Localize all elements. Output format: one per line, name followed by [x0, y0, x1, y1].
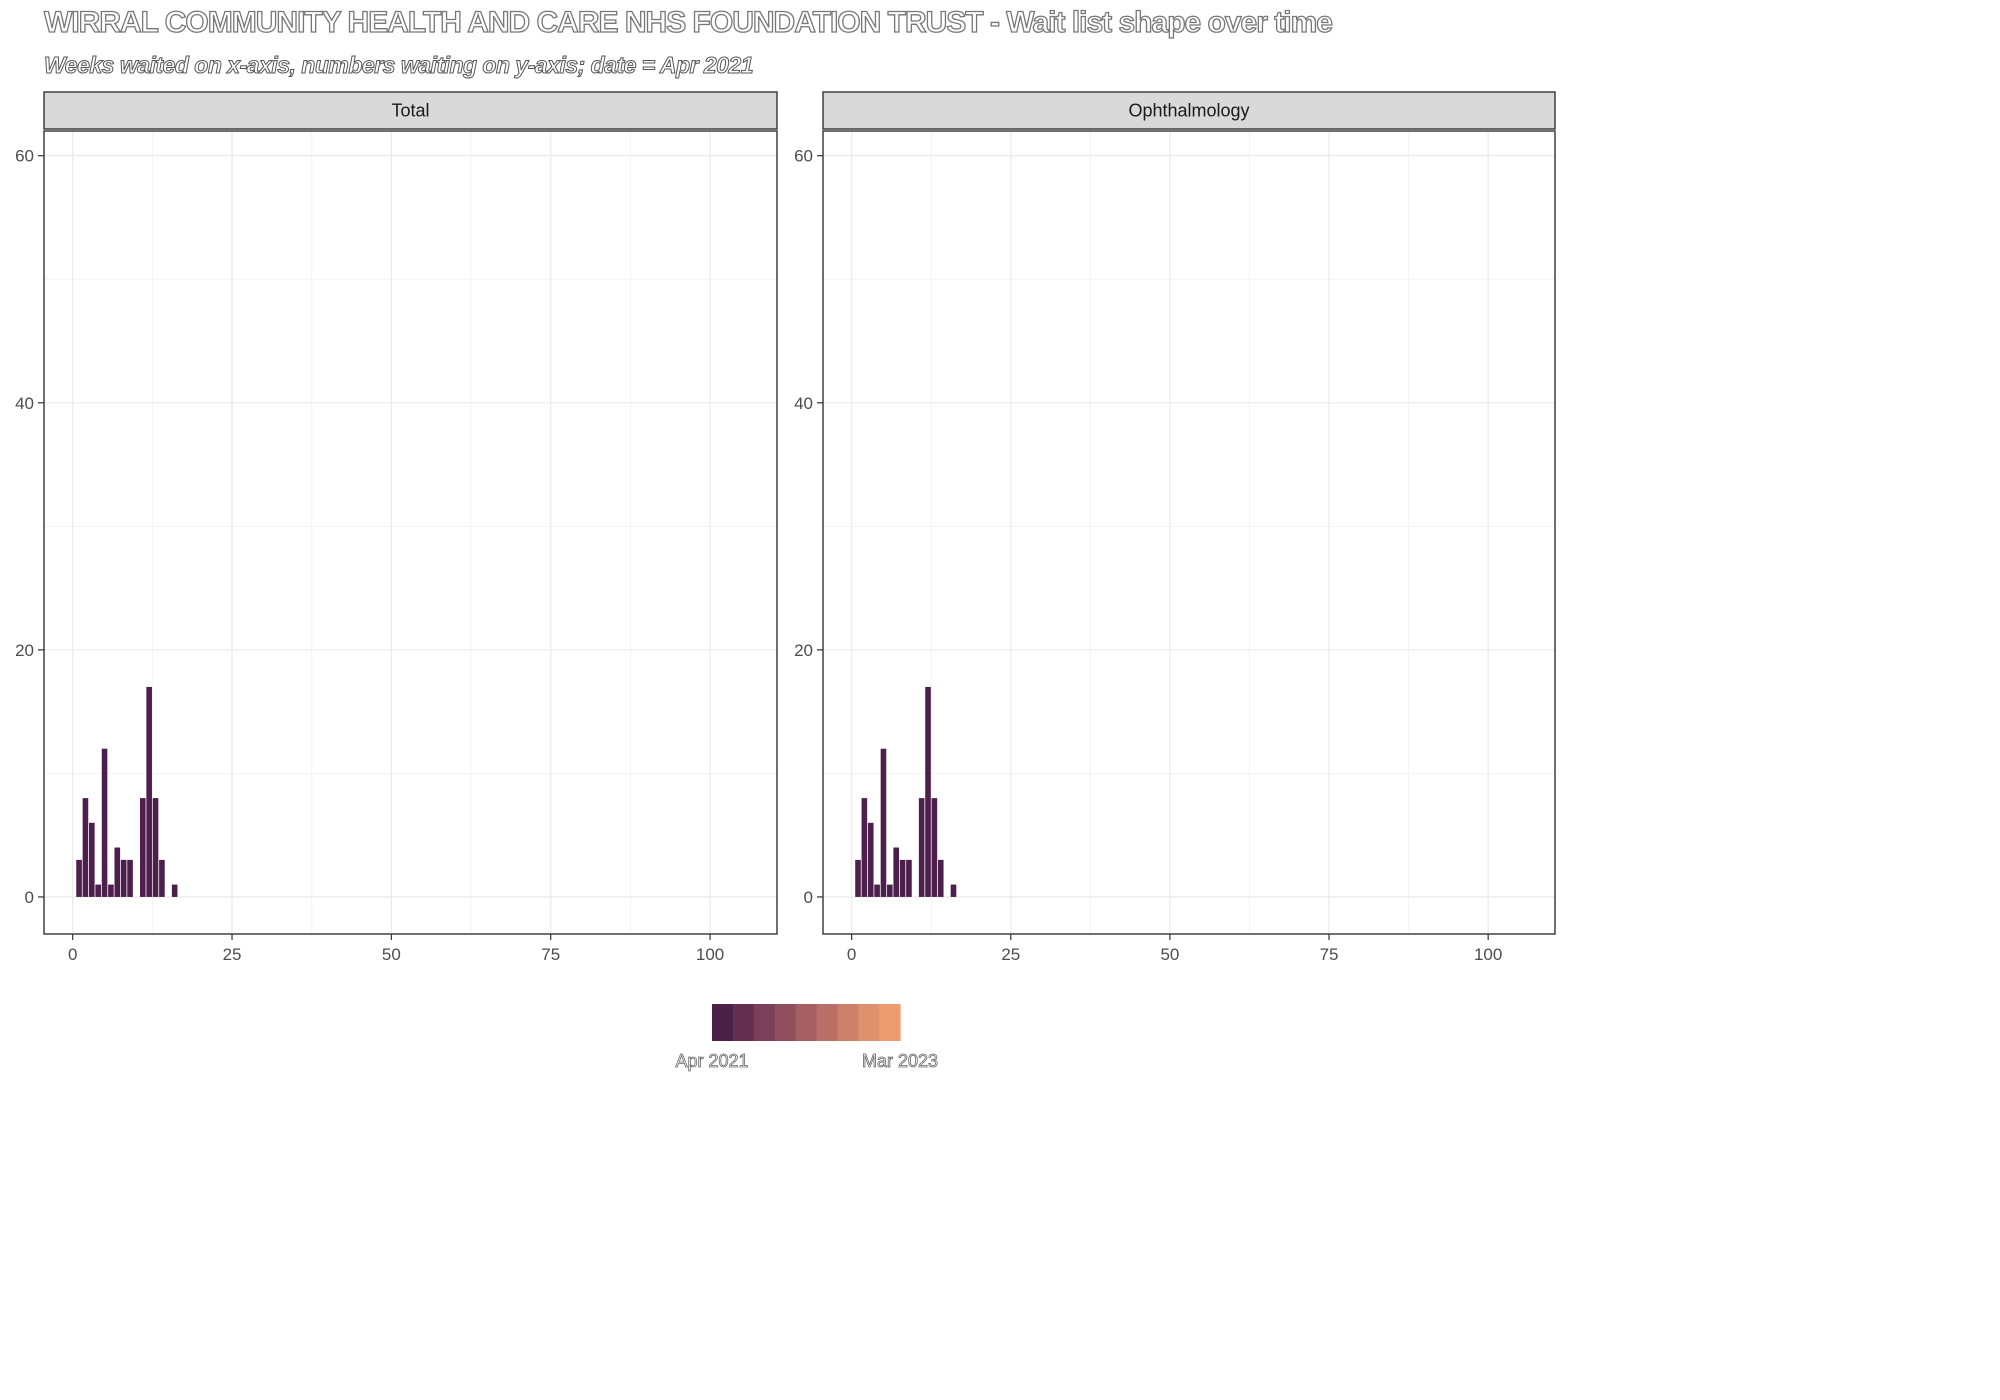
bar-week-13	[931, 798, 938, 897]
x-tick-label: 75	[1320, 945, 1339, 964]
x-tick-label: 50	[382, 945, 401, 964]
bar-week-8	[899, 859, 906, 897]
chart-subtitle: Weeks waited on x-axis, numbers waiting …	[44, 52, 755, 79]
bar-week-11	[139, 798, 146, 897]
bar-week-2	[82, 798, 89, 897]
bar-week-3	[867, 822, 874, 897]
x-tick-label: 25	[1001, 945, 1020, 964]
bar-week-8	[120, 859, 127, 897]
legend-start-label: Apr 2021	[675, 1051, 748, 1071]
facet-label: Ophthalmology	[1128, 101, 1249, 121]
y-tick-label: 20	[15, 641, 34, 660]
legend-swatch	[816, 1004, 838, 1041]
facet-panel-ophthalmology: Ophthalmology 0 25 50 75 100 0 20 40 60	[794, 91, 1556, 964]
y-tick-label: 40	[15, 394, 34, 413]
bar-week-5	[101, 748, 108, 897]
y-tick-label: 20	[794, 641, 813, 660]
legend-swatch	[732, 1004, 755, 1041]
bar-week-4	[874, 884, 880, 897]
y-tick-label: 0	[25, 888, 34, 907]
y-tick-label: 60	[794, 147, 813, 166]
bar-week-7	[893, 847, 900, 897]
bar-week-11	[918, 798, 925, 897]
legend-swatch	[774, 1004, 797, 1041]
bar-week-6	[108, 884, 114, 897]
x-tick-label: 25	[223, 945, 242, 964]
bar-week-1	[855, 859, 861, 897]
y-tick-label: 40	[794, 394, 813, 413]
bar-week-4	[95, 884, 101, 897]
legend-swatch	[858, 1004, 880, 1041]
y-tick-label: 0	[804, 888, 813, 907]
chart-title: WIRRAL COMMUNITY HEALTH AND CARE NHS FOU…	[43, 5, 1333, 39]
legend-swatch	[879, 1004, 901, 1041]
panel-border	[43, 130, 778, 935]
bar-week-5	[880, 748, 887, 897]
x-tick-label: 50	[1160, 945, 1179, 964]
bar-week-14	[937, 859, 944, 897]
bar-week-7	[114, 847, 121, 897]
legend-end-label: Mar 2023	[862, 1051, 938, 1071]
legend-swatch	[753, 1004, 776, 1041]
legend-swatch	[837, 1004, 859, 1041]
bar-week-14	[159, 859, 165, 897]
facet-strip	[43, 91, 778, 130]
facet-strip	[822, 91, 1556, 130]
x-tick-label: 100	[1474, 945, 1502, 964]
legend-swatch	[712, 1004, 734, 1041]
facet-panel-total: Total 0 25 50 75 100 0 20 40 60	[15, 91, 778, 964]
bar-week-9	[906, 859, 912, 897]
bar-week-16	[950, 884, 957, 897]
legend: Apr 2021 Mar 2023	[675, 1004, 938, 1071]
x-tick-label: 0	[847, 945, 856, 964]
x-tick-label: 75	[541, 945, 560, 964]
bar-week-12	[925, 686, 931, 897]
x-tick-label: 100	[696, 945, 724, 964]
bar-week-3	[88, 822, 95, 897]
bar-week-12	[146, 686, 152, 897]
bar-week-1	[76, 859, 82, 897]
bar-week-13	[152, 798, 159, 897]
faceted-bar-chart: Total 0 25 50 75 100 0 20 40 60 Ophthalmology 0 25 50…	[15, 91, 1556, 1071]
bar-week-2	[861, 798, 868, 897]
bar-week-6	[887, 884, 893, 897]
bar-week-9	[127, 859, 133, 897]
y-tick-label: 60	[15, 147, 34, 166]
panel-border	[822, 130, 1556, 935]
bar-week-16	[171, 884, 178, 897]
x-tick-label: 0	[68, 945, 77, 964]
facet-label: Total	[391, 101, 429, 121]
legend-swatch	[795, 1004, 818, 1041]
